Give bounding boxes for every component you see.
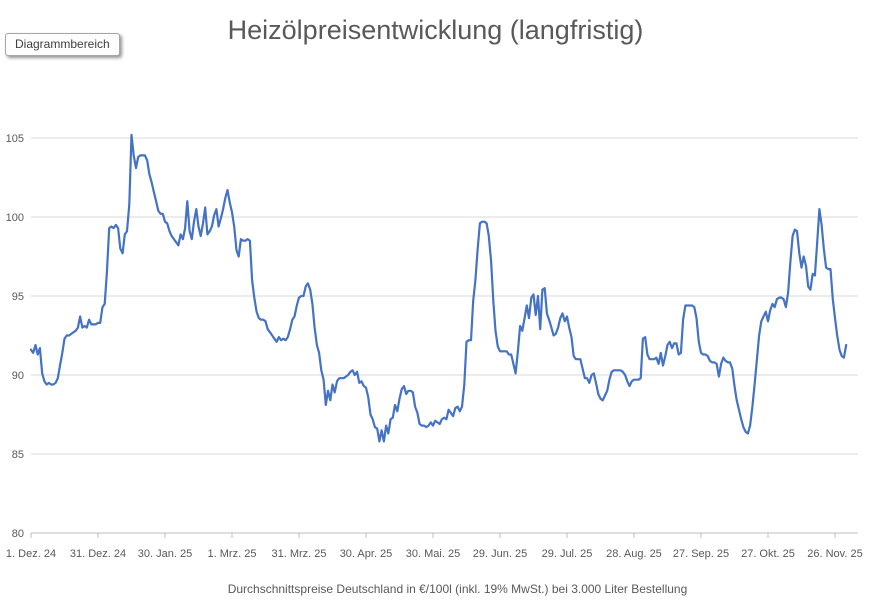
chart-caption: Durchschnittspreise Deutschland in €/100… bbox=[227, 582, 688, 596]
x-axis-label: 28. Aug. 25 bbox=[606, 548, 662, 560]
x-axis-label: 27. Sep. 25 bbox=[673, 548, 729, 560]
x-axis-label: 1. Mrz. 25 bbox=[208, 548, 257, 560]
x-axis-label: 29. Jun. 25 bbox=[473, 548, 527, 560]
x-axis-label: 29. Jul. 25 bbox=[542, 548, 593, 560]
x-axis-label: 27. Okt. 25 bbox=[741, 548, 795, 560]
y-axis-label-90: 90 bbox=[12, 370, 24, 382]
x-axis-label: 30. Apr. 25 bbox=[340, 548, 393, 560]
y-axis-label-85: 85 bbox=[12, 449, 24, 461]
x-axis-label: 31. Dez. 24 bbox=[70, 548, 126, 560]
price-line[interactable] bbox=[29, 133, 848, 443]
diagrammbereich-tooltip: Diagrammbereich bbox=[5, 33, 120, 56]
y-axis-label-95: 95 bbox=[12, 291, 24, 303]
y-axis-label-105: 105 bbox=[6, 133, 24, 145]
y-axis-label-80: 80 bbox=[12, 528, 24, 540]
x-axis-label: 1. Dez. 24 bbox=[6, 548, 56, 560]
x-axis-label: 26. Nov. 25 bbox=[807, 548, 862, 560]
x-axis-label: 30. Mai. 25 bbox=[406, 548, 460, 560]
chart-title[interactable]: Heizölpreisentwicklung (langfristig) bbox=[227, 15, 644, 45]
y-axis-label-100: 100 bbox=[6, 212, 24, 224]
x-axis-label: 31. Mrz. 25 bbox=[271, 548, 326, 560]
x-axis-label: 30. Jan. 25 bbox=[138, 548, 192, 560]
